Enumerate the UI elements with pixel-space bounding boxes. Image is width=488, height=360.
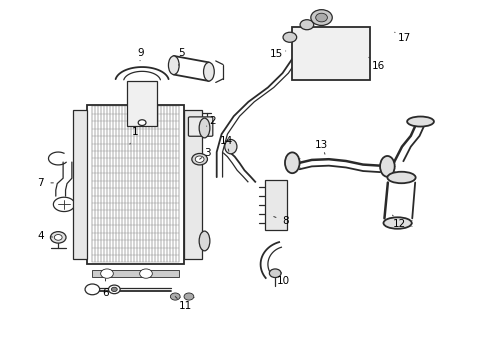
Bar [87, 105, 183, 264]
Circle shape [315, 13, 327, 22]
Ellipse shape [199, 118, 209, 138]
Text: 17: 17 [394, 32, 410, 43]
Text: 11: 11 [175, 297, 191, 311]
Text: 5: 5 [178, 48, 184, 65]
Text: 1: 1 [130, 127, 138, 144]
Circle shape [138, 120, 146, 126]
Circle shape [283, 32, 296, 42]
Circle shape [101, 269, 113, 278]
Text: 8: 8 [273, 216, 289, 226]
Bar [183, 110, 202, 259]
Text: 2: 2 [206, 116, 216, 126]
Text: 4: 4 [38, 231, 52, 240]
Circle shape [85, 284, 100, 295]
Circle shape [310, 10, 331, 26]
Bar [292, 27, 369, 80]
Circle shape [170, 293, 180, 300]
Ellipse shape [386, 172, 415, 183]
FancyBboxPatch shape [188, 117, 212, 136]
Bar [92, 270, 178, 277]
Ellipse shape [199, 231, 209, 251]
Text: 15: 15 [269, 49, 285, 59]
Text: 10: 10 [276, 273, 289, 286]
Ellipse shape [203, 62, 214, 81]
Text: 7: 7 [37, 178, 53, 188]
Circle shape [111, 287, 117, 292]
Text: 16: 16 [368, 57, 385, 71]
Text: 14: 14 [219, 136, 232, 151]
Bar [127, 81, 157, 126]
Bar [73, 110, 87, 259]
Ellipse shape [383, 217, 411, 229]
Ellipse shape [407, 117, 433, 127]
Circle shape [183, 293, 193, 300]
Text: 12: 12 [392, 215, 406, 229]
Text: 13: 13 [314, 140, 327, 154]
Circle shape [140, 269, 152, 278]
Bar [265, 180, 286, 230]
Ellipse shape [379, 156, 394, 177]
Circle shape [108, 285, 120, 294]
Circle shape [269, 269, 281, 278]
Ellipse shape [224, 139, 237, 154]
Circle shape [195, 156, 203, 162]
Text: 3: 3 [199, 148, 211, 159]
Text: 6: 6 [102, 279, 109, 298]
Circle shape [191, 153, 207, 165]
Circle shape [300, 20, 313, 30]
Ellipse shape [168, 56, 179, 75]
Circle shape [50, 231, 66, 243]
Ellipse shape [285, 152, 299, 173]
Text: 9: 9 [138, 48, 144, 61]
Circle shape [54, 234, 62, 240]
